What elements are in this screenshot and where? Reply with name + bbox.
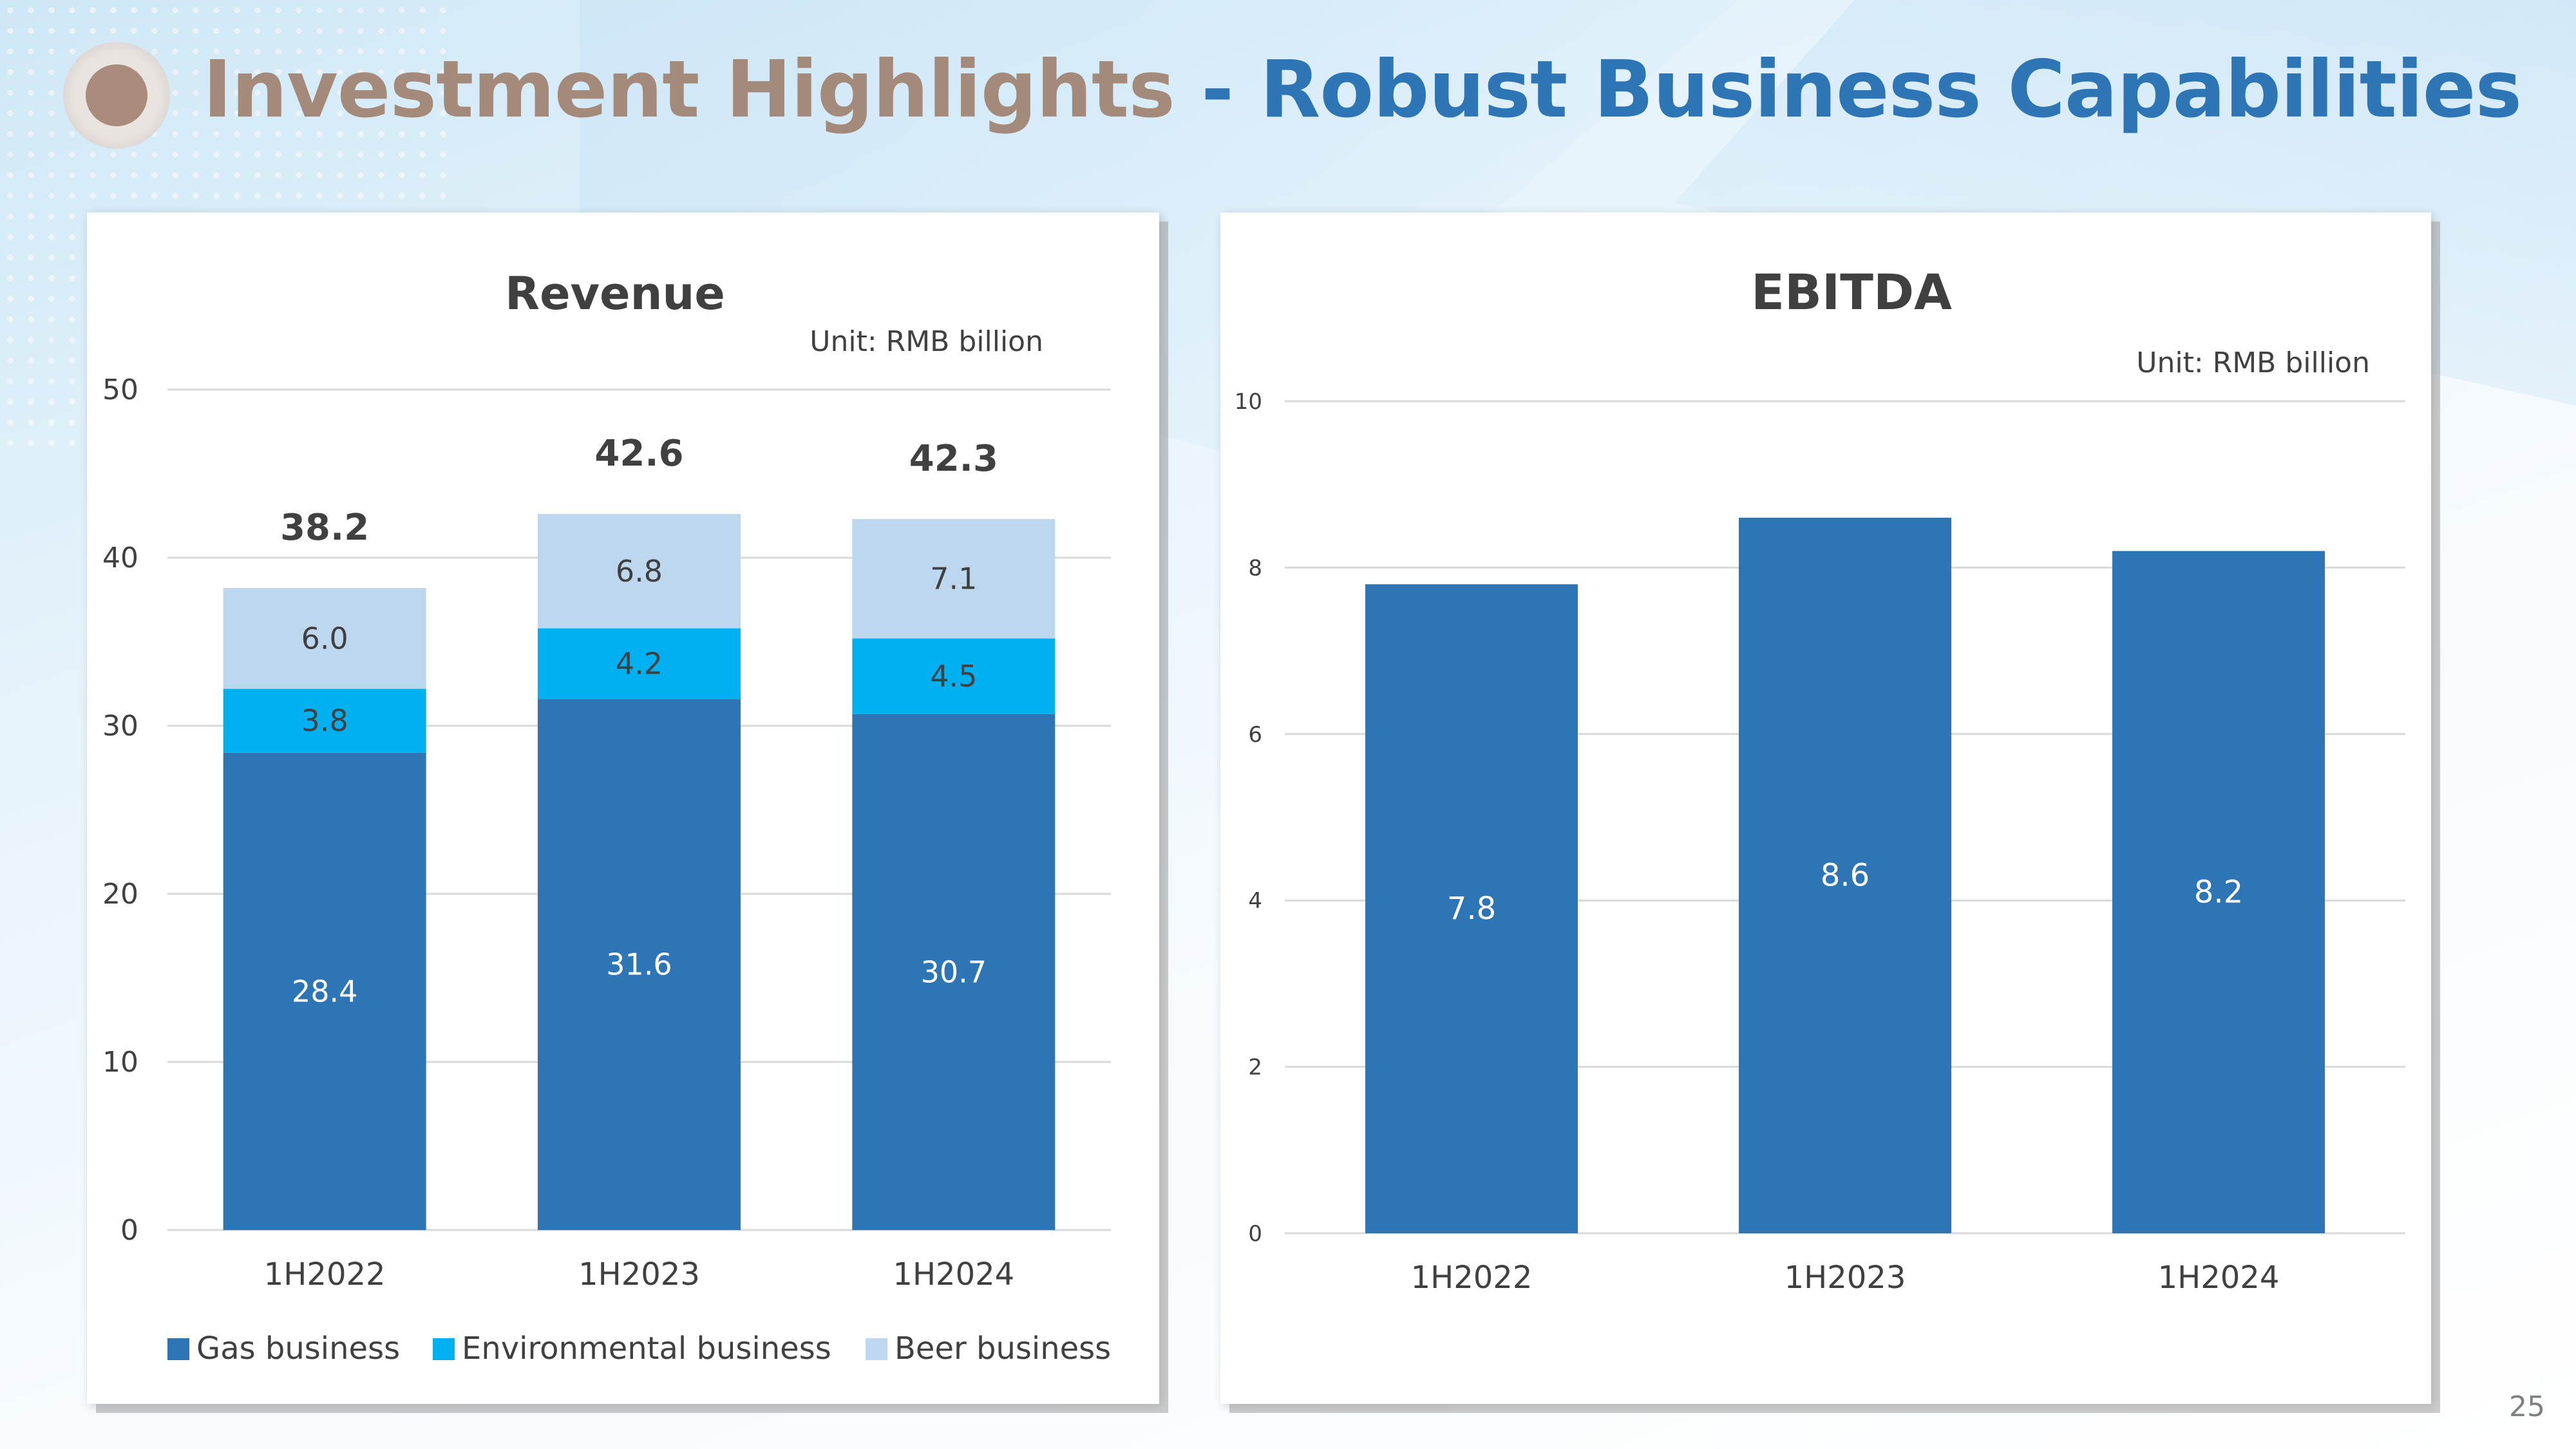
- y-tick-label: 0: [1248, 1221, 1262, 1247]
- legend-label: Beer business: [895, 1331, 1111, 1367]
- data-label: 4.5: [930, 659, 977, 694]
- bar: [1739, 517, 1951, 1233]
- bar-segment: [223, 587, 426, 689]
- y-tick-label: 6: [1248, 722, 1262, 748]
- data-label: 31.6: [606, 947, 672, 982]
- slide-title: Investment Highlights - Robust Business …: [203, 44, 2522, 135]
- bar-segment: [852, 518, 1056, 639]
- legend-label: Environmental business: [462, 1331, 831, 1367]
- x-tick-label: 1H2023: [1785, 1260, 1906, 1296]
- data-label: 28.4: [292, 974, 357, 1009]
- bar-segment: [538, 514, 741, 629]
- data-label: 7.1: [930, 562, 977, 596]
- unit-label: Unit: RMB billion: [2136, 346, 2370, 379]
- data-label: 6.8: [616, 554, 663, 589]
- ebitda-chart-panel: EBITDA Unit: RMB billion 0 2 4 6 8 10 7.8 1H2022 8…: [1220, 213, 2431, 1404]
- data-label: 3.8: [301, 703, 348, 738]
- data-label: 8.6: [1821, 857, 1870, 893]
- chart-title: Revenue: [505, 267, 725, 320]
- page-number: 25: [2509, 1390, 2545, 1423]
- y-tick-label: 10: [102, 1046, 138, 1079]
- legend-swatch: [167, 1338, 189, 1360]
- x-tick-label: 1H2024: [893, 1256, 1014, 1293]
- legend-swatch: [866, 1338, 887, 1360]
- legend-label: Gas business: [196, 1331, 400, 1367]
- y-tick-label: 10: [1235, 389, 1262, 415]
- y-tick-label: 2: [1248, 1055, 1262, 1081]
- data-label: 4.2: [616, 646, 663, 681]
- y-tick-label: 20: [102, 878, 138, 911]
- x-tick-label: 1H2024: [2158, 1260, 2280, 1296]
- bar: [1365, 584, 1578, 1233]
- bar-segment: [852, 638, 1056, 714]
- bar: [2112, 551, 2325, 1233]
- y-tick-label: 30: [102, 710, 138, 743]
- title-part1: Investment Highlights: [203, 44, 1175, 135]
- revenue-chart: Revenue Unit: RMB billion 0 10 20 30 40 50 28.4 3…: [102, 267, 1111, 1367]
- ebitda-chart: EBITDA Unit: RMB billion 0 2 4 6 8 10 7.8 1H2022 8…: [1235, 263, 2405, 1296]
- data-label: 7.8: [1447, 891, 1496, 927]
- y-tick-label: 0: [120, 1214, 138, 1247]
- revenue-chart-panel: Revenue Unit: RMB billion 0 10 20 30 40 50 28.4 3…: [87, 213, 1159, 1404]
- total-label: 42.3: [909, 438, 998, 480]
- bar-segment: [538, 628, 741, 699]
- x-tick-label: 1H2022: [264, 1256, 386, 1293]
- data-label: 6.0: [301, 621, 348, 656]
- bar-segment: [223, 752, 426, 1230]
- data-label: 30.7: [921, 954, 987, 989]
- x-tick-label: 1H2023: [578, 1256, 700, 1293]
- total-label: 42.6: [594, 433, 683, 475]
- y-tick-label: 8: [1248, 555, 1262, 581]
- bar-segment: [538, 699, 741, 1230]
- y-tick-label: 50: [102, 374, 138, 406]
- x-tick-label: 1H2022: [1411, 1260, 1533, 1296]
- title-part2: - Robust Business Capabilities: [1174, 44, 2522, 135]
- unit-label: Unit: RMB billion: [810, 325, 1043, 358]
- y-tick-label: 4: [1248, 888, 1262, 914]
- bar-segment: [223, 688, 426, 753]
- chart-title: EBITDA: [1751, 263, 1952, 321]
- title-bullet-dot: [86, 64, 147, 126]
- legend-swatch: [433, 1338, 455, 1360]
- bar-segment: [852, 714, 1056, 1230]
- y-tick-label: 40: [102, 542, 138, 574]
- total-label: 38.2: [280, 507, 369, 549]
- data-label: 8.2: [2194, 874, 2243, 910]
